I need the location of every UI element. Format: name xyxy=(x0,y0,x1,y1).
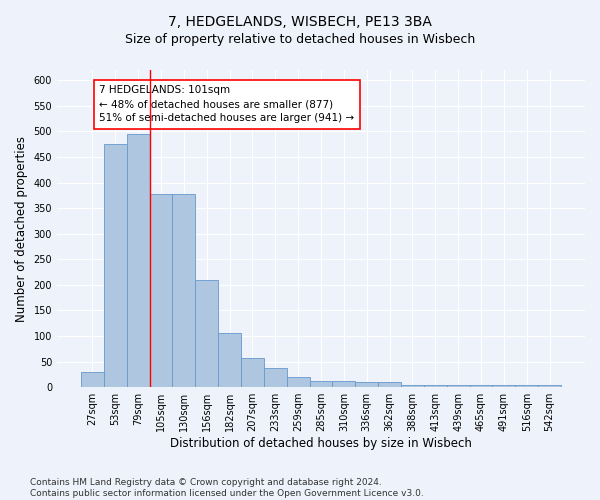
Y-axis label: Number of detached properties: Number of detached properties xyxy=(15,136,28,322)
Bar xyxy=(81,372,104,387)
Bar xyxy=(332,380,355,387)
Bar xyxy=(515,384,538,387)
Bar xyxy=(355,382,378,387)
Text: Contains HM Land Registry data © Crown copyright and database right 2024.
Contai: Contains HM Land Registry data © Crown c… xyxy=(30,478,424,498)
Bar xyxy=(172,194,196,387)
Bar xyxy=(493,384,515,387)
Text: Size of property relative to detached houses in Wisbech: Size of property relative to detached ho… xyxy=(125,32,475,46)
Bar xyxy=(104,144,127,387)
Text: 7 HEDGELANDS: 101sqm
← 48% of detached houses are smaller (877)
51% of semi-deta: 7 HEDGELANDS: 101sqm ← 48% of detached h… xyxy=(100,86,355,124)
X-axis label: Distribution of detached houses by size in Wisbech: Distribution of detached houses by size … xyxy=(170,437,472,450)
Bar xyxy=(401,384,424,387)
Bar xyxy=(447,384,470,387)
Bar xyxy=(264,368,287,387)
Bar xyxy=(424,384,447,387)
Bar xyxy=(196,280,218,387)
Bar xyxy=(218,334,241,387)
Bar xyxy=(378,382,401,387)
Bar xyxy=(241,358,264,387)
Text: 7, HEDGELANDS, WISBECH, PE13 3BA: 7, HEDGELANDS, WISBECH, PE13 3BA xyxy=(168,15,432,29)
Bar xyxy=(287,377,310,387)
Bar xyxy=(470,384,493,387)
Bar xyxy=(127,134,149,387)
Bar xyxy=(310,380,332,387)
Bar xyxy=(538,384,561,387)
Bar xyxy=(149,194,172,387)
